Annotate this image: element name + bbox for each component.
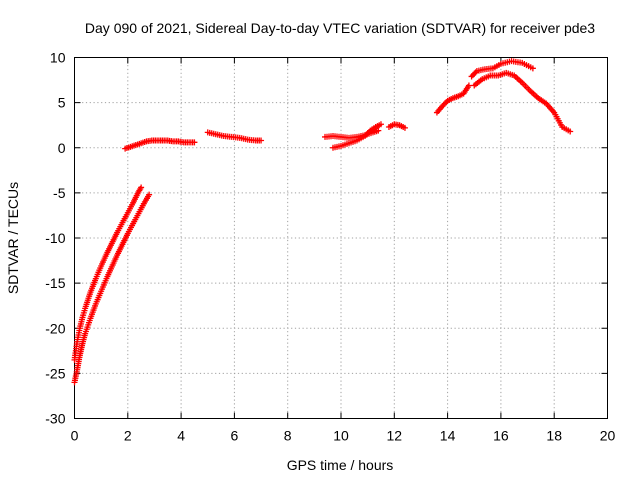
y-tick-label: -15: [45, 275, 65, 291]
data-point: [375, 127, 382, 134]
x-tick-label: 20: [600, 428, 616, 444]
data-point: [567, 128, 574, 135]
data-marks: [71, 58, 574, 386]
data-point: [138, 184, 145, 191]
series-arc-3: [204, 129, 265, 144]
y-tick-label: -30: [45, 411, 65, 427]
grid-lines: [74, 57, 608, 419]
y-tick-label: -25: [45, 365, 65, 381]
y-tick-label: 10: [50, 50, 66, 66]
data-point: [401, 124, 408, 131]
x-tick-label: 2: [124, 428, 132, 444]
series-arc-1-upper: [71, 184, 145, 363]
x-tick-label: 12: [387, 428, 403, 444]
data-point: [191, 139, 198, 146]
x-tick-label: 16: [493, 428, 509, 444]
series-arc-7: [433, 82, 472, 116]
series-arc-9: [471, 69, 574, 135]
series-arc-8: [468, 58, 536, 80]
x-axis-label: GPS time / hours: [287, 457, 394, 473]
x-tick-label: 14: [440, 428, 456, 444]
x-tick-label: 10: [333, 428, 349, 444]
series-arc-1-lower: [71, 191, 153, 386]
y-tick-label: -10: [45, 230, 65, 246]
data-point: [258, 137, 265, 144]
y-tick-label: -20: [45, 320, 65, 336]
data-point: [529, 65, 536, 72]
y-tick-label: 0: [58, 140, 66, 156]
x-tick-label: 0: [71, 428, 79, 444]
chart-title: Day 090 of 2021, Sidereal Day-to-day VTE…: [85, 20, 595, 36]
data-point: [465, 82, 472, 89]
x-tick-label: 18: [546, 428, 562, 444]
x-tick-label: 8: [284, 428, 292, 444]
x-tick-label: 6: [231, 428, 239, 444]
data-point: [377, 121, 384, 128]
data-point: [146, 191, 153, 198]
y-axis-label: SDTVAR / TECUs: [5, 182, 21, 294]
series-arc-6: [385, 121, 408, 131]
series-arc-5: [330, 121, 384, 151]
y-tick-label: -5: [53, 185, 66, 201]
x-tick-label: 4: [177, 428, 185, 444]
series-arc-2: [122, 137, 198, 152]
axis-ticks: 0 2 4 6 8 10 12 14 16 18 20 -30 -25 -20 -15 -10 -5 0 5 10: [45, 50, 615, 444]
y-tick-label: 5: [58, 95, 66, 111]
